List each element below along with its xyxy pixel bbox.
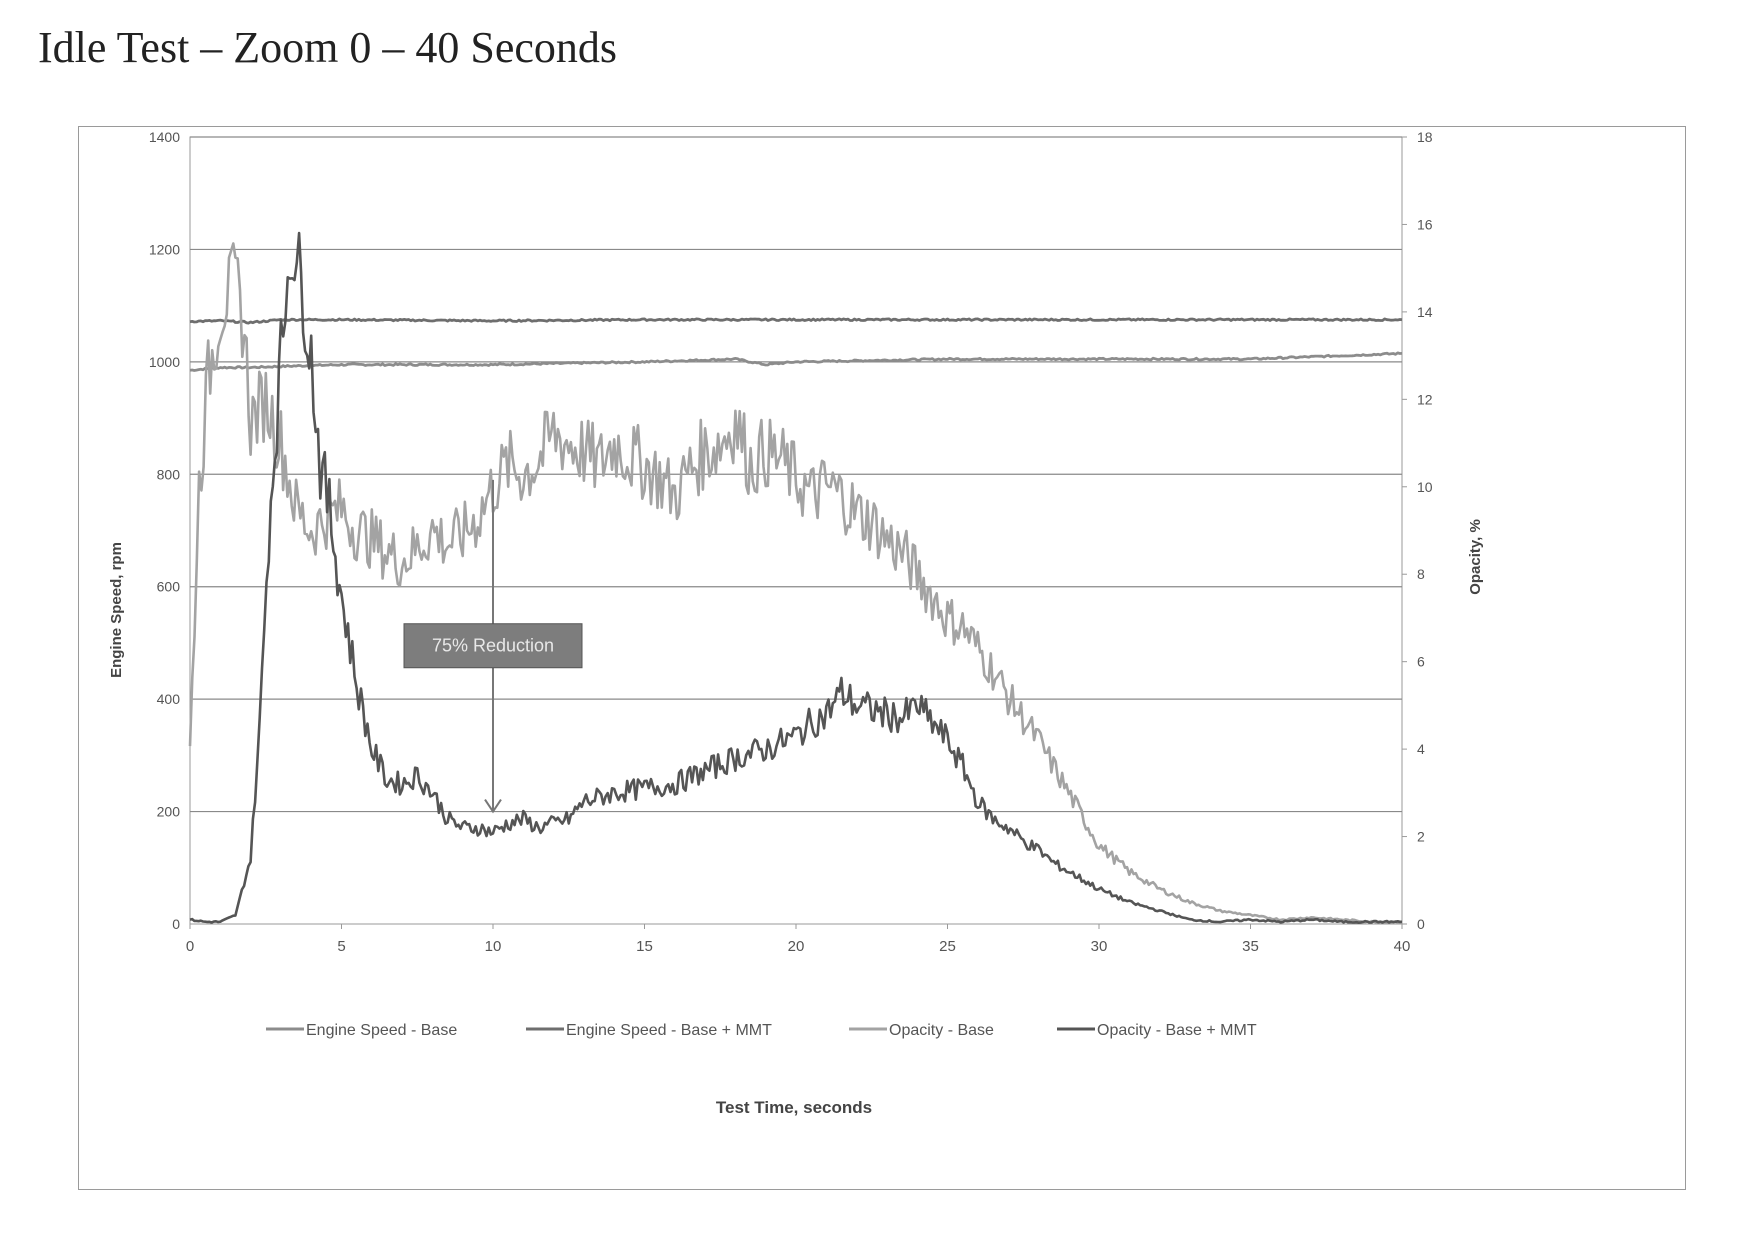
legend-label-3: Opacity - Base bbox=[889, 1022, 994, 1039]
x-tick-label: 25 bbox=[939, 938, 956, 955]
axis-layer: Test Time, seconds Engine Speed, rpm Opa… bbox=[108, 129, 1484, 1117]
legend-label-2: Engine Speed - Base + MMT bbox=[566, 1022, 772, 1039]
annotation-text: 75% Reduction bbox=[432, 636, 554, 656]
y-right-tick-label: 16 bbox=[1417, 216, 1433, 232]
y-right-axis-label: Opacity, % bbox=[1467, 519, 1484, 595]
y-right-tick-label: 12 bbox=[1417, 391, 1433, 407]
y-right-tick-label: 2 bbox=[1417, 829, 1425, 845]
series-line-2 bbox=[190, 319, 1402, 323]
y-right-tick-label: 8 bbox=[1417, 566, 1425, 582]
y-right-tick-label: 10 bbox=[1417, 479, 1433, 495]
chart-svg: Test Time, seconds Engine Speed, rpm Opa… bbox=[79, 127, 1685, 1189]
legend-label-4: Opacity - Base + MMT bbox=[1097, 1022, 1257, 1039]
y-right-tick-label: 14 bbox=[1417, 304, 1433, 320]
y-left-tick-label: 200 bbox=[157, 804, 181, 820]
x-tick-label: 0 bbox=[186, 938, 194, 955]
x-tick-label: 30 bbox=[1091, 938, 1108, 955]
y-left-tick-label: 400 bbox=[157, 691, 181, 707]
y-left-tick-label: 1000 bbox=[149, 354, 180, 370]
legend-label-1: Engine Speed - Base bbox=[306, 1022, 457, 1039]
series-layer bbox=[190, 233, 1402, 923]
y-left-axis-label: Engine Speed, rpm bbox=[108, 542, 125, 678]
y-left-tick-label: 1200 bbox=[149, 241, 180, 257]
x-tick-label: 15 bbox=[636, 938, 653, 955]
series-line-4 bbox=[190, 233, 1402, 923]
y-left-tick-label: 800 bbox=[157, 466, 181, 482]
chart-frame: Test Time, seconds Engine Speed, rpm Opa… bbox=[78, 126, 1686, 1190]
y-right-tick-label: 18 bbox=[1417, 129, 1433, 145]
x-tick-label: 20 bbox=[788, 938, 805, 955]
y-left-tick-label: 600 bbox=[157, 579, 181, 595]
series-line-3 bbox=[190, 244, 1402, 923]
y-right-tick-label: 0 bbox=[1417, 916, 1425, 932]
legend: Engine Speed - Base Engine Speed - Base +… bbox=[266, 1022, 1257, 1039]
y-left-tick-label: 0 bbox=[172, 916, 180, 932]
x-axis-label: Test Time, seconds bbox=[716, 1098, 872, 1117]
x-tick-label: 10 bbox=[485, 938, 502, 955]
page-title: Idle Test – Zoom 0 – 40 Seconds bbox=[38, 22, 617, 73]
x-tick-label: 35 bbox=[1242, 938, 1259, 955]
x-tick-label: 40 bbox=[1394, 938, 1411, 955]
y-left-tick-label: 1400 bbox=[149, 129, 180, 145]
y-right-tick-label: 6 bbox=[1417, 654, 1425, 670]
x-tick-label: 5 bbox=[337, 938, 345, 955]
y-right-tick-label: 4 bbox=[1417, 741, 1425, 757]
